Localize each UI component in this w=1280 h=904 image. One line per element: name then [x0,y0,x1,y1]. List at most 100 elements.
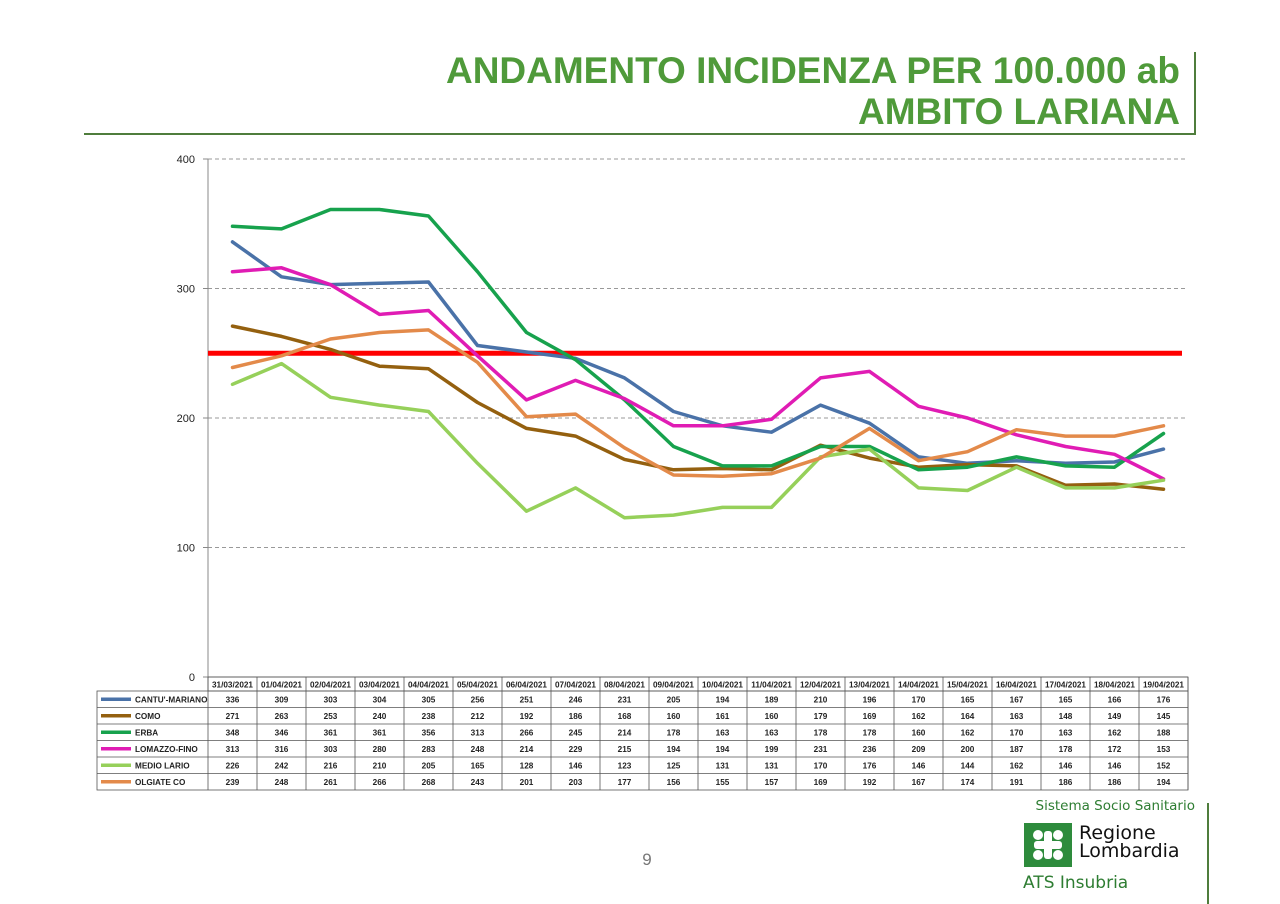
data-label: 192 [863,778,877,787]
data-label: 214 [520,745,534,754]
lombardy-rose-icon [1024,823,1072,867]
logo-ats-text: ATS Insubria [1023,873,1129,893]
data-label: 146 [569,761,583,770]
data-label: 356 [422,728,436,737]
x-category-label: 04/04/2021 [408,681,449,690]
data-label: 313 [226,745,240,754]
data-label: 187 [1010,745,1024,754]
data-label: 153 [1157,745,1171,754]
x-category-label: 01/04/2021 [261,681,302,690]
data-label: 176 [863,761,877,770]
y-tick-label: 200 [177,413,195,425]
data-label: 243 [471,778,485,787]
data-label: 305 [422,695,436,704]
data-label: 178 [1059,745,1073,754]
data-label: 316 [275,745,289,754]
data-label: 168 [618,712,632,721]
data-label: 215 [618,745,632,754]
x-category-label: 07/04/2021 [555,681,596,690]
series-line [230,324,1166,491]
data-label: 210 [814,695,828,704]
data-label: 268 [422,778,436,787]
legend-label: ERBA [135,728,158,737]
data-label: 303 [324,695,338,704]
data-label: 256 [471,695,485,704]
x-category-label: 06/04/2021 [506,681,547,690]
legend-label: COMO [135,712,161,721]
x-category-label: 15/04/2021 [947,681,988,690]
data-label: 266 [373,778,387,787]
data-label: 261 [324,778,338,787]
data-label: 251 [520,695,534,704]
data-label: 146 [912,761,926,770]
data-label: 178 [667,728,681,737]
data-label: 165 [471,761,485,770]
data-label: 131 [765,761,779,770]
data-label: 160 [912,728,926,737]
data-label: 336 [226,695,240,704]
data-label: 170 [1010,728,1024,737]
data-label: 253 [324,712,338,721]
data-label: 210 [373,761,387,770]
data-label: 172 [1108,745,1122,754]
data-label: 361 [373,728,387,737]
title-underline [84,133,1194,135]
data-label: 144 [961,761,975,770]
data-label: 245 [569,728,583,737]
data-label: 189 [765,695,779,704]
data-label: 194 [716,695,730,704]
x-category-label: 18/04/2021 [1094,681,1135,690]
x-category-label: 16/04/2021 [996,681,1037,690]
legend-label: CANTU'-MARIANO [135,695,208,704]
data-label: 303 [324,745,338,754]
data-label: 152 [1157,761,1171,770]
data-label: 201 [520,778,534,787]
data-label: 229 [569,745,583,754]
data-label: 163 [765,728,779,737]
data-label: 236 [863,745,877,754]
series-line [230,240,1166,466]
data-label: 125 [667,761,681,770]
data-label: 128 [520,761,534,770]
data-label: 361 [324,728,338,737]
data-label: 238 [422,712,436,721]
x-category-label: 05/04/2021 [457,681,498,690]
data-label: 199 [765,745,779,754]
data-label: 348 [226,728,240,737]
data-label: 146 [1059,761,1073,770]
data-label: 246 [569,695,583,704]
data-label: 164 [961,712,975,721]
data-label: 178 [814,728,828,737]
data-label: 165 [1059,695,1073,704]
data-label: 231 [618,695,632,704]
x-category-label: 11/04/2021 [751,681,792,690]
y-tick-label: 100 [177,543,195,555]
data-label: 188 [1157,728,1171,737]
x-category-label: 13/04/2021 [849,681,890,690]
x-category-label: 02/04/2021 [310,681,351,690]
data-label: 148 [1059,712,1073,721]
x-category-label: 03/04/2021 [359,681,400,690]
data-label: 304 [373,695,387,704]
data-label: 157 [765,778,779,787]
logo-system-text: Sistema Socio Sanitario [1035,798,1196,814]
data-label: 186 [1108,778,1122,787]
data-label: 160 [667,712,681,721]
data-label: 263 [275,712,289,721]
data-label: 163 [1010,712,1024,721]
series-line [230,361,1166,520]
data-label: 186 [569,712,583,721]
data-label: 162 [961,728,975,737]
x-category-label: 31/03/2021 [212,681,253,690]
data-label: 313 [471,728,485,737]
data-label: 216 [324,761,338,770]
data-label: 280 [373,745,387,754]
data-label: 167 [912,778,926,787]
data-label: 174 [961,778,975,787]
data-label: 248 [275,778,289,787]
logo-region-line-1: Regione [1079,822,1156,844]
data-label: 178 [863,728,877,737]
data-label: 162 [1108,728,1122,737]
data-label: 209 [912,745,926,754]
